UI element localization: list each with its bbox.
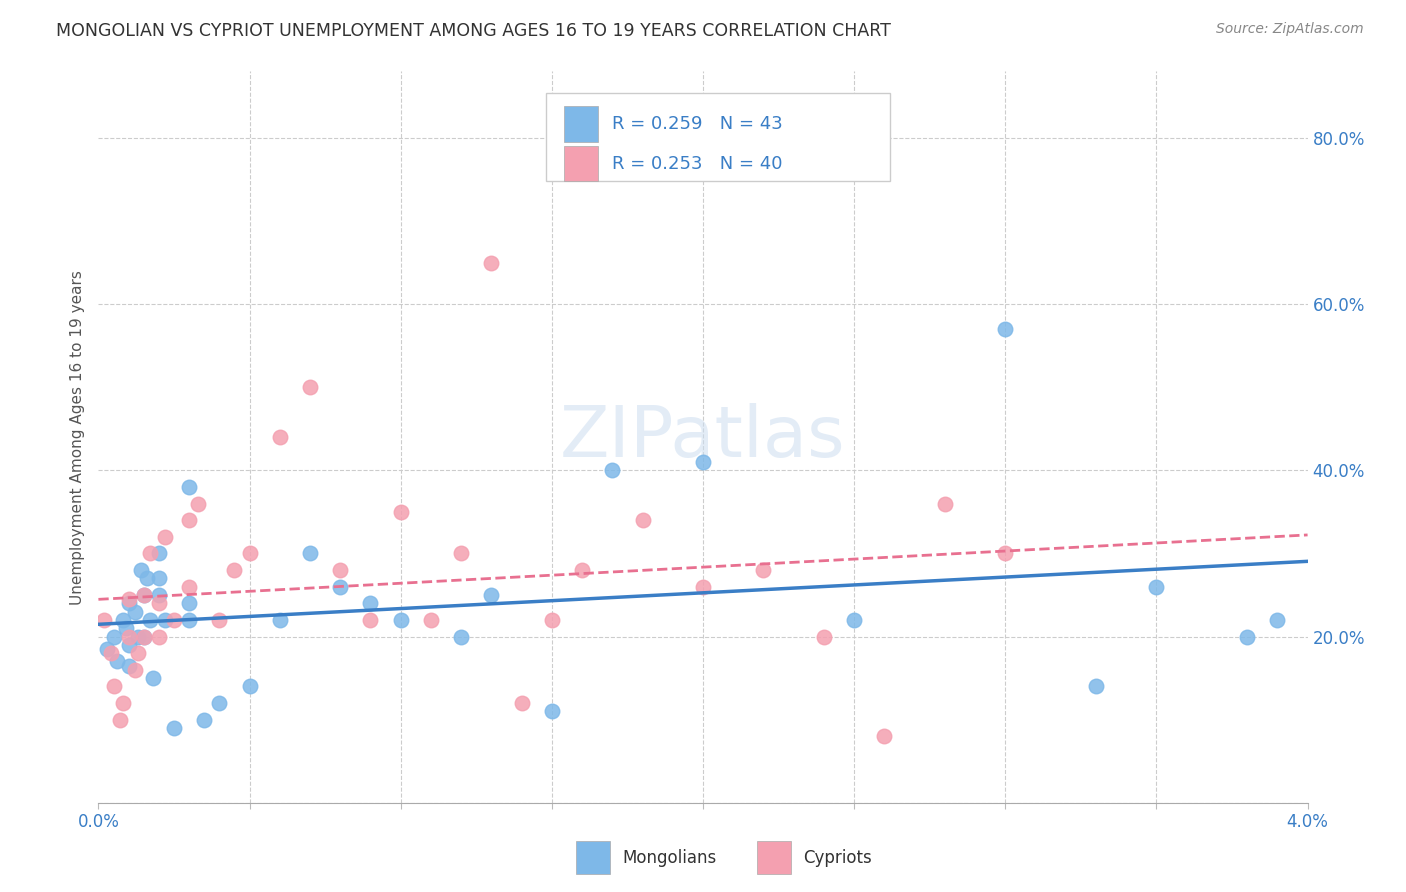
Point <box>111 696 134 710</box>
Point <box>1236 630 1258 644</box>
Text: R = 0.259   N = 43: R = 0.259 N = 43 <box>613 115 783 133</box>
Point <box>752 563 775 577</box>
Text: Source: ZipAtlas.com: Source: ZipAtlas.com <box>1216 22 1364 37</box>
Point <box>1085 680 1108 694</box>
Point <box>132 630 155 644</box>
Point <box>360 613 382 627</box>
Point <box>163 613 186 627</box>
Point <box>239 680 262 694</box>
Point <box>132 630 155 644</box>
Point <box>844 613 866 627</box>
Point <box>118 596 141 610</box>
Point <box>389 613 412 627</box>
Point <box>163 721 186 735</box>
Point <box>481 255 503 269</box>
Point <box>124 605 146 619</box>
Point <box>127 646 149 660</box>
Point <box>269 613 291 627</box>
Point <box>994 546 1017 560</box>
Point <box>269 430 291 444</box>
Point <box>239 546 262 560</box>
Text: Cypriots: Cypriots <box>803 848 872 867</box>
Point <box>96 642 118 657</box>
Point <box>118 638 141 652</box>
Point <box>142 671 165 685</box>
Text: R = 0.253   N = 40: R = 0.253 N = 40 <box>613 154 783 172</box>
Point <box>450 546 472 560</box>
Point <box>148 546 170 560</box>
Point <box>420 613 443 627</box>
Point <box>100 646 122 660</box>
Point <box>132 588 155 602</box>
Point <box>329 563 352 577</box>
Point <box>360 596 382 610</box>
Point <box>994 322 1017 336</box>
Point <box>103 630 125 644</box>
Point <box>692 580 714 594</box>
Point <box>602 463 624 477</box>
Point <box>208 696 231 710</box>
Point <box>108 713 131 727</box>
Point <box>873 729 896 743</box>
Point <box>299 546 322 560</box>
Point <box>111 613 134 627</box>
Point <box>329 580 352 594</box>
Point <box>299 380 322 394</box>
Point <box>127 630 149 644</box>
Point <box>481 588 503 602</box>
Point <box>179 613 201 627</box>
Point <box>193 713 215 727</box>
Point <box>179 580 201 594</box>
Point <box>153 530 176 544</box>
Point <box>118 658 141 673</box>
Point <box>118 592 141 607</box>
Point <box>139 546 162 560</box>
Point <box>224 563 246 577</box>
Point <box>148 630 170 644</box>
Point <box>105 655 128 669</box>
Point <box>692 455 714 469</box>
Point <box>389 505 412 519</box>
FancyBboxPatch shape <box>546 94 890 181</box>
Point <box>118 630 141 644</box>
Point <box>93 613 115 627</box>
FancyBboxPatch shape <box>576 841 610 874</box>
Point <box>571 563 593 577</box>
Point <box>631 513 654 527</box>
Point <box>934 497 956 511</box>
Text: ZIPatlas: ZIPatlas <box>560 402 846 472</box>
Text: Mongolians: Mongolians <box>621 848 716 867</box>
Point <box>1267 613 1289 627</box>
Point <box>540 613 562 627</box>
Y-axis label: Unemployment Among Ages 16 to 19 years: Unemployment Among Ages 16 to 19 years <box>69 269 84 605</box>
Point <box>132 588 155 602</box>
FancyBboxPatch shape <box>564 106 598 142</box>
FancyBboxPatch shape <box>564 146 598 181</box>
Point <box>450 630 472 644</box>
Point <box>148 588 170 602</box>
Point <box>813 630 835 644</box>
Point <box>208 613 231 627</box>
Point <box>103 680 125 694</box>
Point <box>540 705 562 719</box>
FancyBboxPatch shape <box>758 841 792 874</box>
Point <box>135 571 157 585</box>
Point <box>124 663 146 677</box>
Text: MONGOLIAN VS CYPRIOT UNEMPLOYMENT AMONG AGES 16 TO 19 YEARS CORRELATION CHART: MONGOLIAN VS CYPRIOT UNEMPLOYMENT AMONG … <box>56 22 891 40</box>
Point <box>148 596 170 610</box>
Point <box>1146 580 1168 594</box>
Point <box>114 621 136 635</box>
Point <box>510 696 533 710</box>
Point <box>148 571 170 585</box>
Point <box>139 613 162 627</box>
Point <box>129 563 152 577</box>
Point <box>179 596 201 610</box>
Point <box>187 497 209 511</box>
Point <box>153 613 176 627</box>
Point <box>179 480 201 494</box>
Point <box>179 513 201 527</box>
